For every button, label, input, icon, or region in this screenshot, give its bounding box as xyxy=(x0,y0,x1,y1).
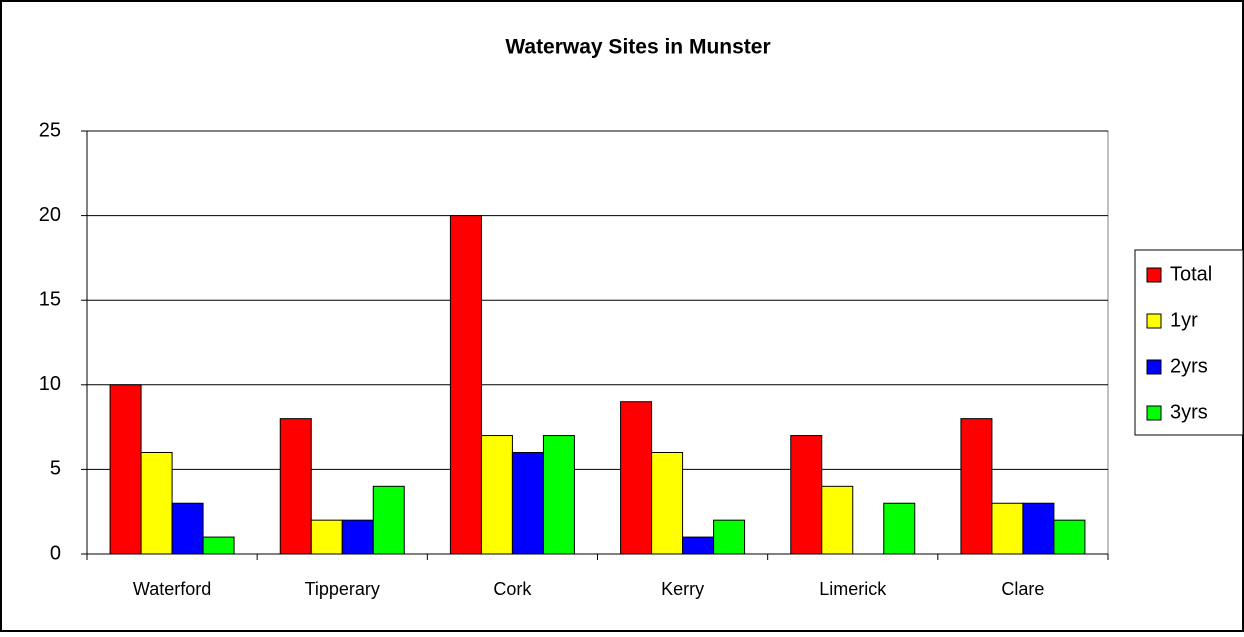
bar xyxy=(790,435,823,555)
y-tick-label: 25 xyxy=(39,119,61,141)
bar xyxy=(713,519,746,555)
bar xyxy=(449,215,482,555)
plot-area xyxy=(86,130,1109,555)
x-tick-label: Cork xyxy=(493,579,532,599)
legend-swatch xyxy=(1146,267,1162,283)
legend-label: 2yrs xyxy=(1170,355,1208,377)
bar xyxy=(310,519,343,555)
bar xyxy=(1022,502,1055,555)
bar xyxy=(341,519,374,555)
bar xyxy=(171,502,204,555)
y-tick-label: 10 xyxy=(39,373,61,395)
bar xyxy=(511,451,544,555)
bar xyxy=(140,451,173,555)
legend-swatch xyxy=(1146,313,1162,329)
bar xyxy=(620,401,653,555)
bar xyxy=(1053,519,1086,555)
bar xyxy=(883,502,916,555)
legend-label: Total xyxy=(1170,263,1212,285)
y-tick-label: 5 xyxy=(50,458,61,480)
bar xyxy=(372,485,405,555)
bar xyxy=(279,418,312,555)
y-tick-label: 15 xyxy=(39,288,61,310)
legend-swatch xyxy=(1146,359,1162,375)
x-tick-label: Clare xyxy=(1001,579,1044,599)
bar xyxy=(109,384,142,555)
bar xyxy=(542,435,575,555)
x-tick-label: Kerry xyxy=(661,579,704,599)
bar xyxy=(202,536,235,555)
y-tick-label: 20 xyxy=(39,204,61,226)
bar xyxy=(651,451,684,555)
bar xyxy=(821,485,854,555)
x-tick-label: Tipperary xyxy=(305,579,380,599)
legend-label: 1yr xyxy=(1170,309,1198,331)
x-tick-label: Waterford xyxy=(133,579,211,599)
bar xyxy=(960,418,993,555)
bar xyxy=(682,536,715,555)
x-tick-label: Limerick xyxy=(819,579,887,599)
legend-swatch xyxy=(1146,405,1162,421)
chart-title: Waterway Sites in Munster xyxy=(505,36,770,59)
bar xyxy=(480,435,513,555)
legend-label: 3yrs xyxy=(1170,401,1208,423)
bar xyxy=(991,502,1024,555)
y-tick-label: 0 xyxy=(50,542,61,564)
